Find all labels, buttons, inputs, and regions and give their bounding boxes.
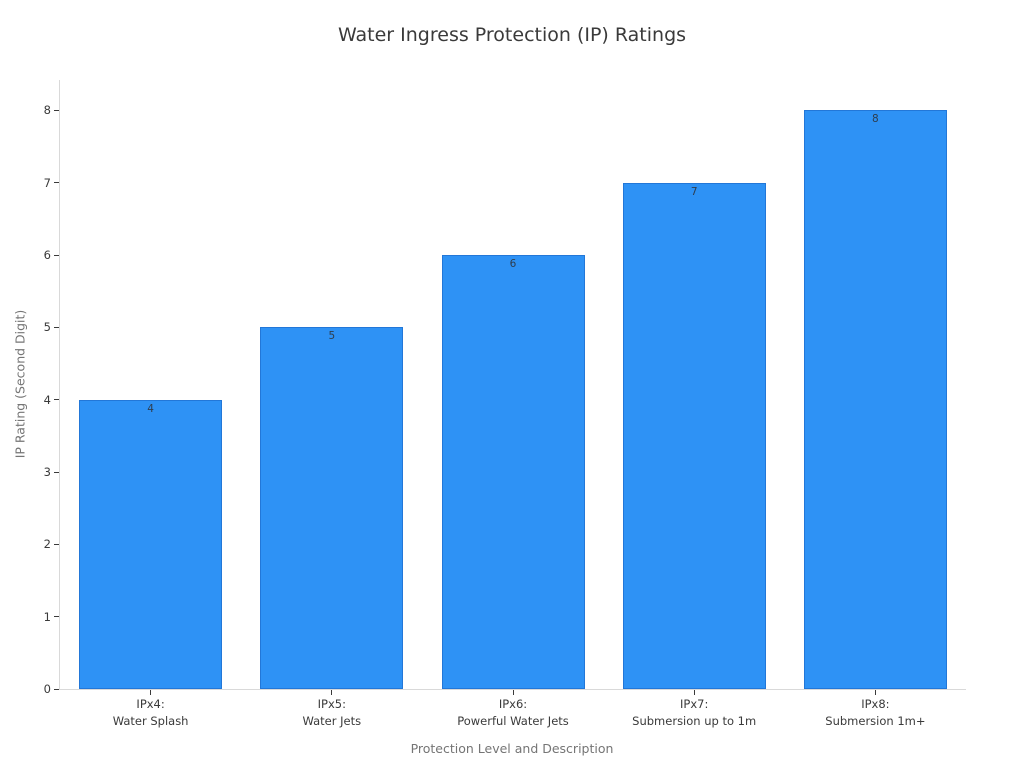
bar-value-label: 7 — [690, 185, 698, 198]
y-tick-mark — [54, 326, 59, 328]
bar-8: 8 — [803, 110, 947, 689]
y-tick-label: 2 — [43, 537, 51, 552]
y-tick-label: 4 — [43, 392, 51, 407]
x-tick-label: IPx5: Water Jets — [302, 697, 362, 728]
y-tick-label: 1 — [43, 609, 51, 624]
x-tick-label: IPx8: Submersion 1m+ — [825, 697, 926, 728]
y-tick-label: 6 — [43, 248, 51, 263]
x-tick-label: IPx6: Powerful Water Jets — [457, 697, 569, 728]
y-tick-label: 8 — [43, 103, 51, 118]
y-tick-label: 7 — [43, 175, 51, 190]
y-tick-mark — [54, 616, 59, 618]
bar-value-label: 4 — [147, 402, 154, 415]
y-tick-label: 3 — [43, 465, 51, 480]
bar-value-label: 5 — [328, 330, 336, 343]
x-tick-mark — [512, 690, 514, 695]
y-tick-label: 5 — [43, 320, 51, 335]
y-tick-mark — [54, 109, 59, 111]
chart-title: Water Ingress Protection (IP) Ratings — [337, 24, 687, 46]
x-tick-mark — [874, 690, 876, 695]
bar-5: 5 — [260, 327, 404, 689]
x-tick-mark — [150, 690, 152, 695]
plot-area — [59, 80, 966, 690]
y-tick-mark — [54, 688, 59, 690]
bar-4: 4 — [79, 399, 223, 689]
y-tick-mark — [54, 543, 59, 545]
x-axis-title: Protection Level and Description — [410, 741, 614, 756]
x-tick-label: IPx7: Submersion up to 1m — [632, 697, 757, 728]
y-tick-label: 0 — [43, 682, 51, 696]
bar-value-label: 6 — [509, 258, 517, 271]
bar-value-label: 8 — [872, 113, 879, 126]
x-tick-mark — [693, 690, 695, 695]
x-tick-label: IPx4: Water Splash — [112, 697, 189, 728]
bar-7: 7 — [622, 182, 766, 689]
y-tick-mark — [54, 399, 59, 401]
bar-6: 6 — [441, 255, 585, 689]
y-tick-mark — [54, 182, 59, 184]
y-tick-mark — [54, 254, 59, 256]
y-tick-mark — [54, 471, 59, 473]
x-tick-mark — [331, 690, 333, 695]
